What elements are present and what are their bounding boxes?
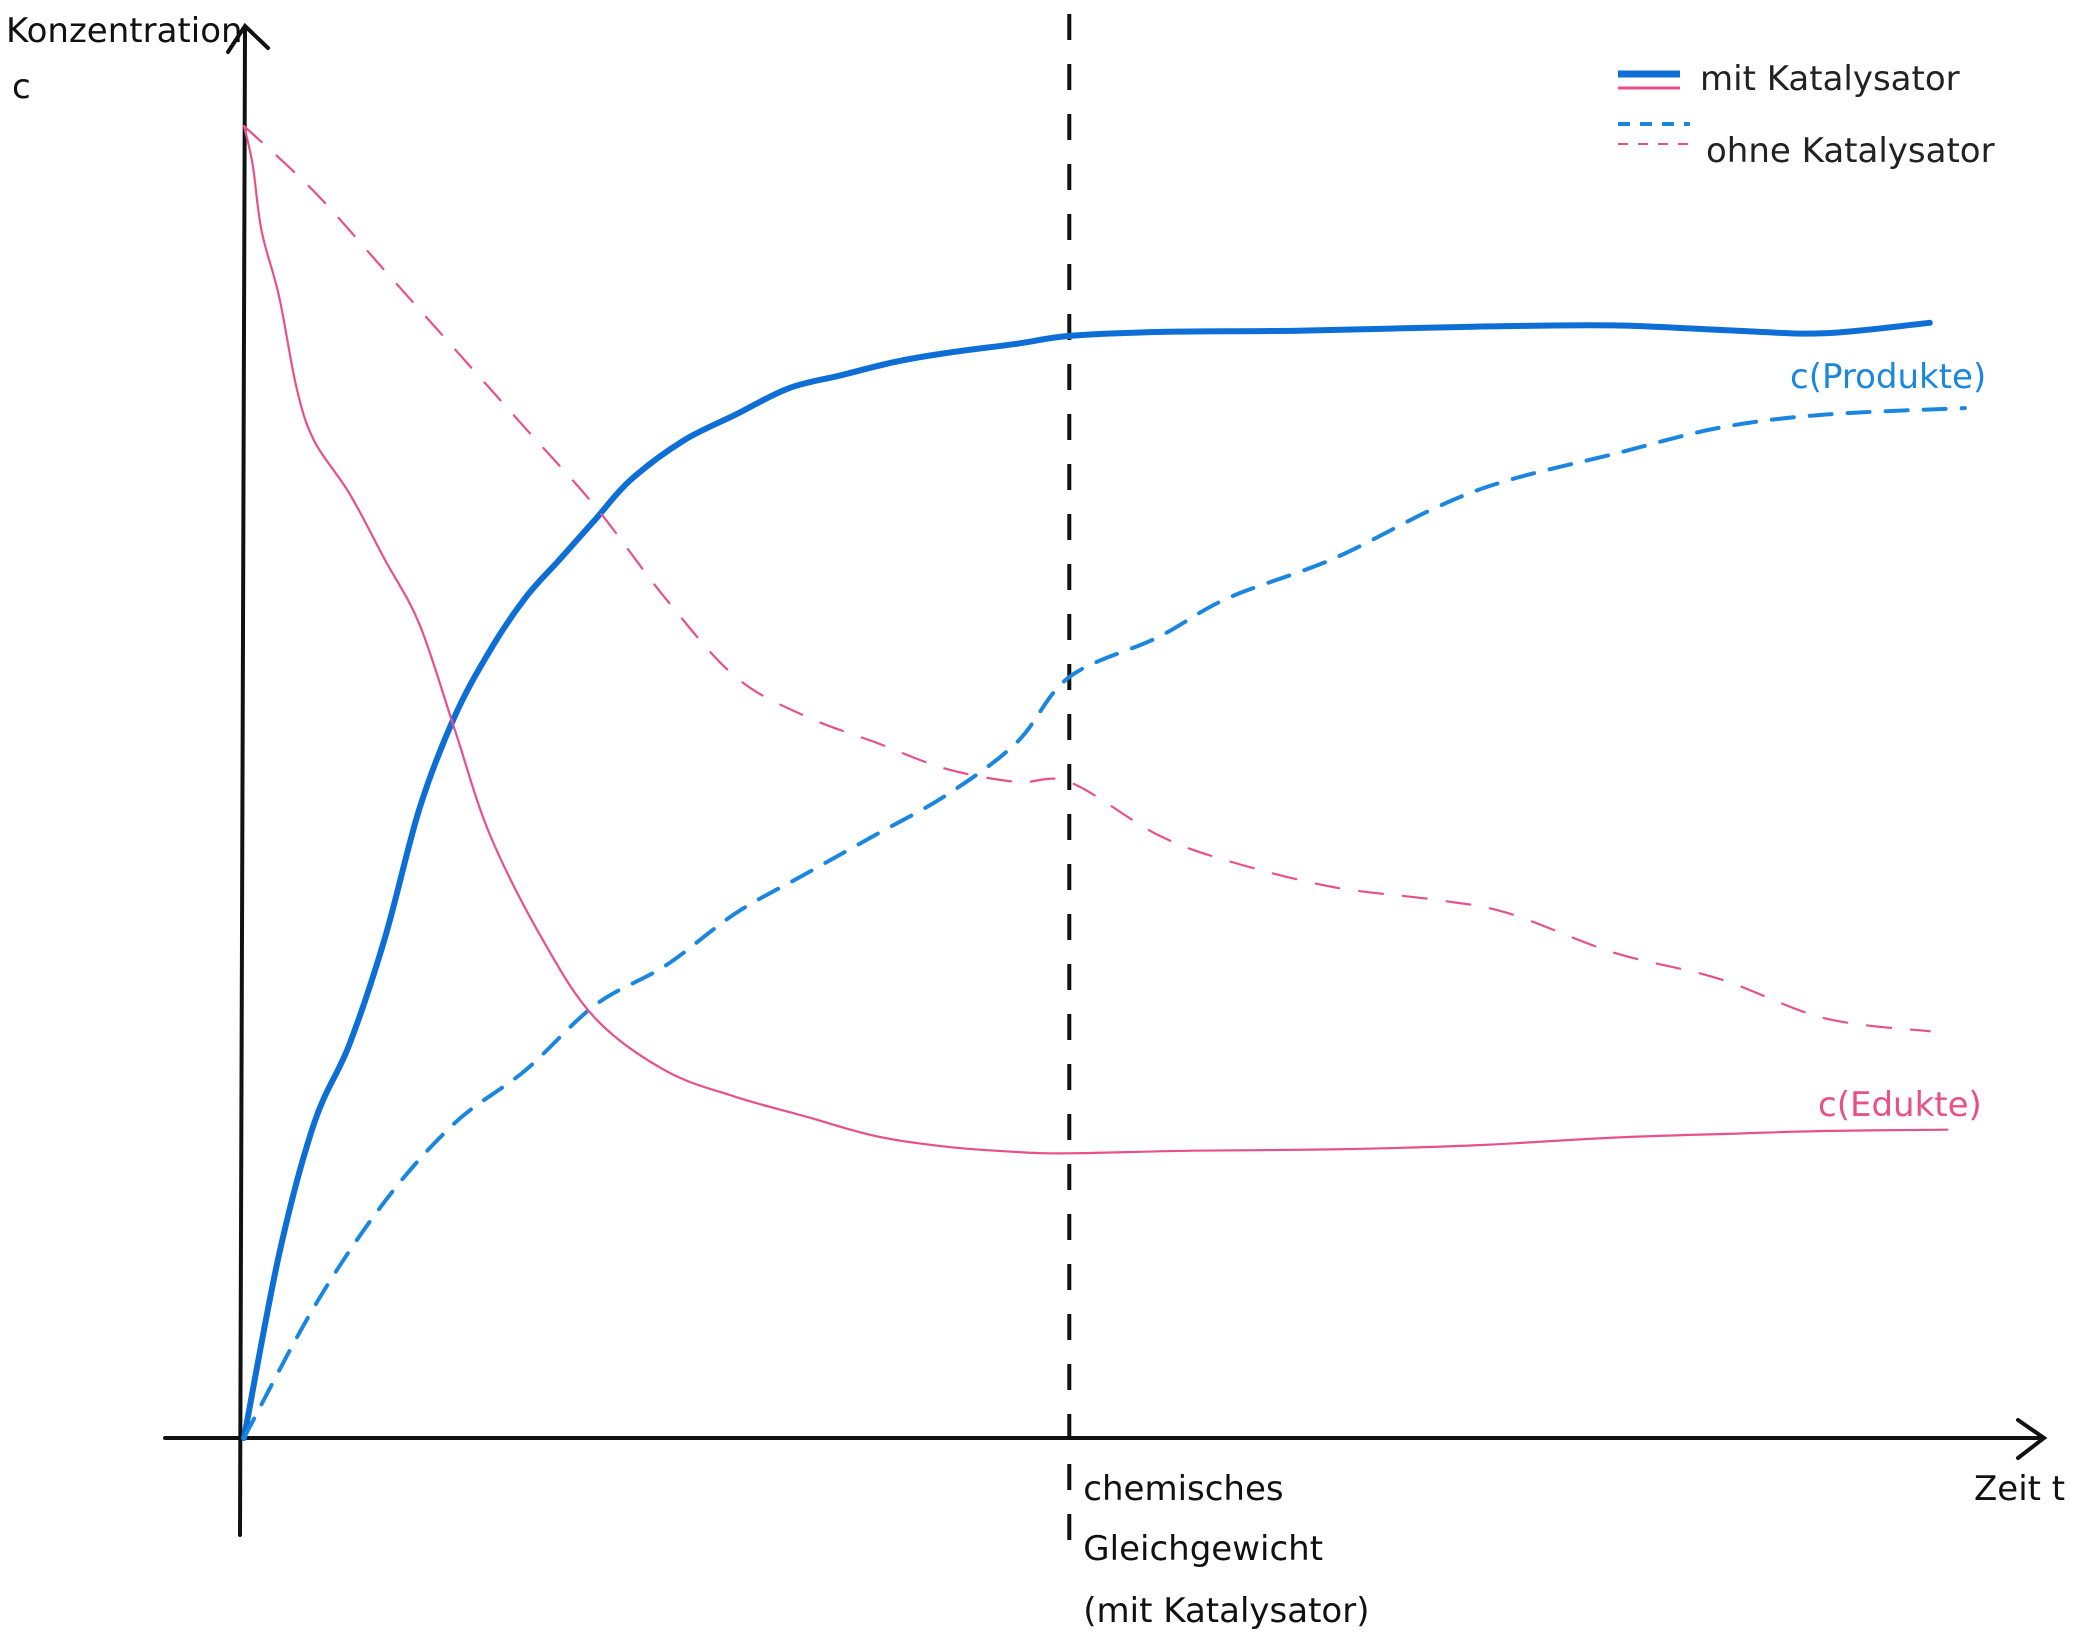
y-axis-label: Konzentration bbox=[6, 11, 243, 51]
x-axis-label: Zeit t bbox=[1974, 1469, 2065, 1509]
equilibrium-label-line-1: chemisches bbox=[1083, 1469, 1283, 1509]
products-curve-label: c(Produkte) bbox=[1790, 357, 1986, 397]
equilibrium-label-line-3: (mit Katalysator) bbox=[1083, 1591, 1369, 1631]
educts-curve-label: c(Edukte) bbox=[1818, 1085, 1982, 1125]
y-axis-symbol: c bbox=[12, 67, 31, 107]
y-axis bbox=[238, 28, 247, 1537]
educts-mit-katalysator-curve bbox=[242, 124, 1949, 1155]
legend-label-ohne-katalysator: ohne Katalysator bbox=[1706, 131, 1995, 171]
legend-label-mit-katalysator: mit Katalysator bbox=[1700, 59, 1960, 99]
equilibrium-label-line-2: Gleichgewicht bbox=[1083, 1529, 1323, 1569]
products-ohne-katalysator-curve bbox=[242, 406, 1967, 1440]
equilibrium-label: chemisches Gleichgewicht (mit Katalysato… bbox=[1083, 1469, 1369, 1631]
legend: mit Katalysator ohne Katalysator bbox=[1618, 59, 1995, 171]
products-mit-katalysator-curve bbox=[241, 319, 1933, 1441]
educts-ohne-katalysator-curve bbox=[242, 124, 1931, 1033]
y-axis-arrowhead bbox=[226, 22, 270, 54]
x-axis-arrowhead bbox=[2016, 1418, 2048, 1460]
series-layer bbox=[241, 124, 1967, 1441]
